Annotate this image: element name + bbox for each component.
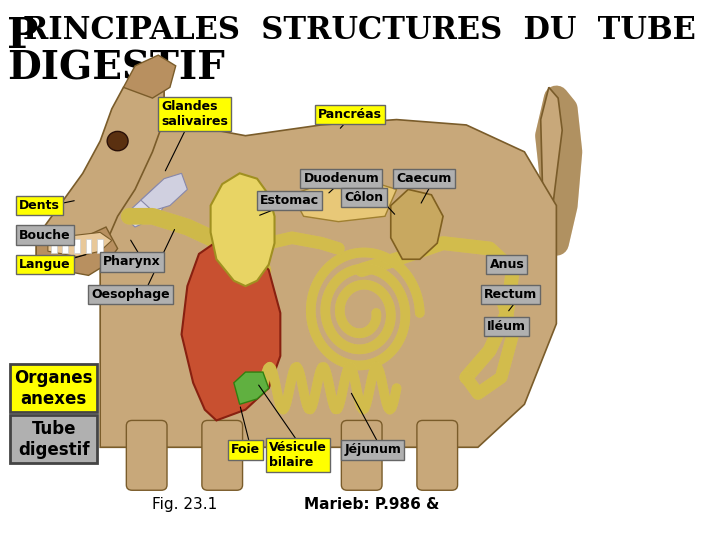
Text: Anus: Anus [490, 258, 524, 271]
Text: Iléum: Iléum [487, 320, 526, 333]
Polygon shape [36, 77, 164, 270]
Text: RINCIPALES  STRUCTURES  DU  TUBE: RINCIPALES STRUCTURES DU TUBE [24, 15, 696, 46]
Text: Bouche: Bouche [19, 228, 71, 241]
Polygon shape [234, 372, 269, 404]
FancyBboxPatch shape [97, 239, 103, 253]
Text: Marieb: P.986 &: Marieb: P.986 & [304, 497, 439, 512]
FancyBboxPatch shape [202, 421, 243, 490]
Text: Pharynx: Pharynx [103, 255, 161, 268]
Text: Oesophage: Oesophage [91, 288, 170, 301]
Polygon shape [211, 173, 274, 286]
FancyBboxPatch shape [63, 239, 68, 253]
FancyBboxPatch shape [51, 239, 57, 253]
Text: Caecum: Caecum [397, 172, 452, 185]
Text: Jéjunum: Jéjunum [344, 443, 401, 456]
Text: Vésicule
bilaire: Vésicule bilaire [269, 441, 327, 469]
Polygon shape [181, 238, 280, 421]
Polygon shape [36, 227, 117, 275]
Text: Langue: Langue [19, 258, 71, 271]
FancyBboxPatch shape [74, 239, 80, 253]
Polygon shape [141, 173, 187, 211]
FancyBboxPatch shape [86, 239, 91, 253]
Text: Pancréas: Pancréas [318, 107, 382, 121]
Polygon shape [100, 109, 557, 447]
Text: DIGESTIF: DIGESTIF [7, 50, 225, 87]
Text: Tube
digestif: Tube digestif [18, 420, 89, 458]
Text: Organes
anexes: Organes anexes [14, 369, 93, 408]
Text: Côlon: Côlon [344, 191, 383, 204]
Text: Glandes
salivaires: Glandes salivaires [161, 100, 228, 128]
Polygon shape [391, 190, 443, 259]
Text: Duodenum: Duodenum [304, 172, 379, 185]
FancyBboxPatch shape [341, 421, 382, 490]
FancyBboxPatch shape [10, 364, 97, 413]
FancyBboxPatch shape [126, 421, 167, 490]
Polygon shape [123, 55, 176, 98]
Polygon shape [123, 184, 170, 227]
FancyBboxPatch shape [417, 421, 458, 490]
Polygon shape [48, 232, 112, 256]
FancyBboxPatch shape [10, 415, 97, 463]
Circle shape [107, 131, 128, 151]
Polygon shape [292, 179, 397, 221]
Text: Foie: Foie [231, 443, 260, 456]
Text: P: P [7, 15, 38, 57]
Text: Estomac: Estomac [260, 194, 319, 207]
Text: Rectum: Rectum [484, 288, 537, 301]
Text: Dents: Dents [19, 199, 60, 212]
Polygon shape [541, 87, 562, 217]
Text: Fig. 23.1: Fig. 23.1 [153, 497, 217, 512]
